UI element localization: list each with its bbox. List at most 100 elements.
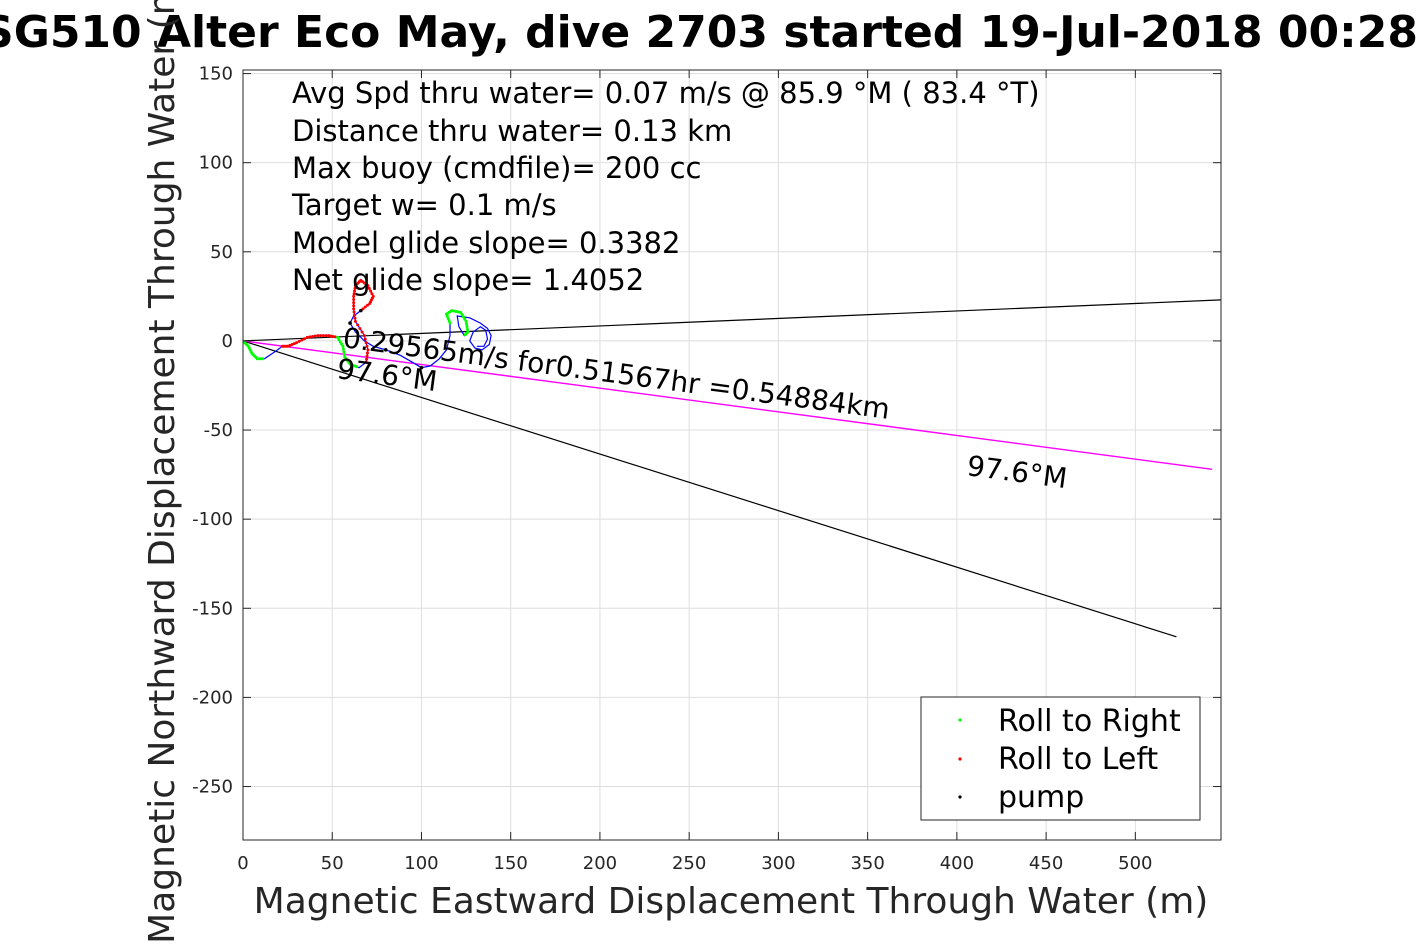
x-tick-label: 350: [850, 853, 884, 874]
track-roll-marker: [368, 301, 372, 305]
track-roll-marker: [352, 297, 356, 301]
track-roll-marker: [465, 325, 469, 329]
track-roll-marker: [363, 305, 367, 309]
track-roll-marker: [297, 339, 301, 343]
grid-lines: [242, 70, 1221, 840]
info-avg-speed: Avg Spd thru water= 0.07 m/s @ 85.9 °M (…: [292, 76, 1040, 110]
track-roll-marker: [305, 335, 309, 339]
legend: Roll to Right Roll to Left pump: [920, 696, 1201, 821]
track-roll-marker: [324, 334, 328, 338]
track-roll-marker: [353, 316, 357, 320]
track-roll-marker: [342, 352, 346, 356]
x-tick-label: 400: [940, 853, 974, 874]
track-roll-marker: [364, 341, 368, 345]
track-roll-marker: [365, 344, 369, 348]
track-pump-marker: [419, 365, 424, 370]
info-model-glide: Model glide slope= 0.3382: [292, 226, 680, 260]
track-roll-marker: [456, 310, 460, 314]
track-roll-marker: [319, 334, 323, 338]
track-roll-marker: [303, 337, 307, 341]
track-pump-marker: [358, 308, 363, 313]
y-tick-label: -50: [204, 420, 233, 441]
track-roll-marker: [361, 307, 365, 311]
track-roll-marker: [452, 309, 456, 313]
track-roll-marker: [353, 289, 357, 293]
track-roll-marker: [365, 351, 369, 355]
track-roll-marker: [353, 313, 357, 317]
y-tick-label: -200: [192, 687, 233, 708]
track-roll-marker: [340, 342, 344, 346]
x-tick-label: 250: [672, 853, 706, 874]
legend-marker-roll-right: [958, 718, 962, 722]
track-roll-marker: [460, 313, 464, 317]
track-roll-marker: [352, 304, 356, 308]
track-roll-marker: [369, 289, 373, 293]
track-roll-marker: [463, 317, 467, 321]
track-roll-marker: [352, 307, 356, 311]
y-axis-label: Magnetic Northward Displacement Through …: [142, 0, 183, 944]
projected-track-line: [243, 340, 1213, 470]
y-tick-label: 150: [199, 64, 233, 85]
track-roll-marker: [454, 310, 458, 314]
track-pump-marker: [348, 321, 352, 325]
track-roll-marker: [308, 335, 312, 339]
track-roll-marker: [465, 327, 469, 331]
track-roll-marker: [464, 319, 468, 323]
track-roll-marker: [295, 341, 299, 345]
track-roll-marker: [352, 310, 356, 314]
series-lines: [243, 278, 1221, 638]
track-roll-marker: [366, 348, 370, 352]
upper-reference-line: [243, 299, 1221, 342]
x-tick-label: 0: [237, 853, 248, 874]
info-max-buoy: Max buoy (cmdfile)= 200 cc: [292, 151, 701, 185]
track-roll-marker: [333, 335, 337, 339]
track-roll-marker: [465, 322, 469, 326]
legend-label-roll-right: Roll to Right: [998, 704, 1181, 739]
track-roll-marker: [362, 334, 366, 338]
y-tick-label: 0: [222, 331, 233, 352]
track-roll-marker: [353, 319, 357, 323]
track-roll-marker: [461, 315, 465, 319]
info-target-w: Target w= 0.1 m/s: [291, 188, 557, 222]
legend-label-roll-left: Roll to Left: [998, 742, 1158, 777]
x-axis-label: Magnetic Eastward Displacement Through W…: [254, 881, 1209, 922]
track-roll-marker: [313, 334, 317, 338]
lower-reference-line: [243, 340, 1177, 638]
track-roll-marker: [338, 340, 342, 344]
info-box: Avg Spd thru water= 0.07 m/s @ 85.9 °M (…: [291, 76, 1040, 297]
legend-box: [920, 696, 1201, 821]
track-roll-marker: [365, 354, 369, 358]
legend-marker-roll-left: [958, 757, 962, 761]
track-roll-marker: [261, 357, 265, 361]
track-roll-marker: [336, 335, 340, 339]
track-roll-marker: [342, 350, 346, 354]
track-roll-marker: [329, 334, 333, 338]
x-tick-label: 200: [583, 853, 617, 874]
x-tick-label: 50: [321, 853, 344, 874]
y-axis-ticks: 150 100 50 0 -50 -100 -150 -200 -250: [192, 64, 1221, 798]
chart-title: SG510 Alter Eco May, dive 2703 started 1…: [0, 7, 1417, 58]
plot-border: [242, 69, 1222, 841]
track-roll-marker: [327, 334, 331, 338]
y-tick-label: 100: [199, 153, 233, 174]
track-roll-marker: [352, 292, 356, 296]
info-distance: Distance thru water= 0.13 km: [292, 114, 732, 148]
x-tick-label: 150: [494, 853, 528, 874]
y-tick-label: -100: [192, 509, 233, 530]
y-tick-label: -250: [192, 777, 233, 798]
track-roll-marker: [355, 365, 359, 369]
track-roll-marker: [352, 301, 356, 305]
track-roll-marker: [356, 323, 360, 327]
x-tick-label: 100: [404, 853, 438, 874]
track-roll-marker: [316, 334, 320, 338]
track-roll-marker: [341, 347, 345, 351]
track-roll-marker: [463, 333, 467, 337]
track-roll-marker: [450, 309, 454, 313]
track-roll-marker: [365, 357, 369, 361]
track-roll-marker: [365, 303, 369, 307]
track-roll-marker: [352, 294, 356, 298]
track-pump-marker: [383, 348, 388, 352]
track-roll-marker: [341, 344, 345, 348]
track-roll-marker: [370, 292, 374, 296]
